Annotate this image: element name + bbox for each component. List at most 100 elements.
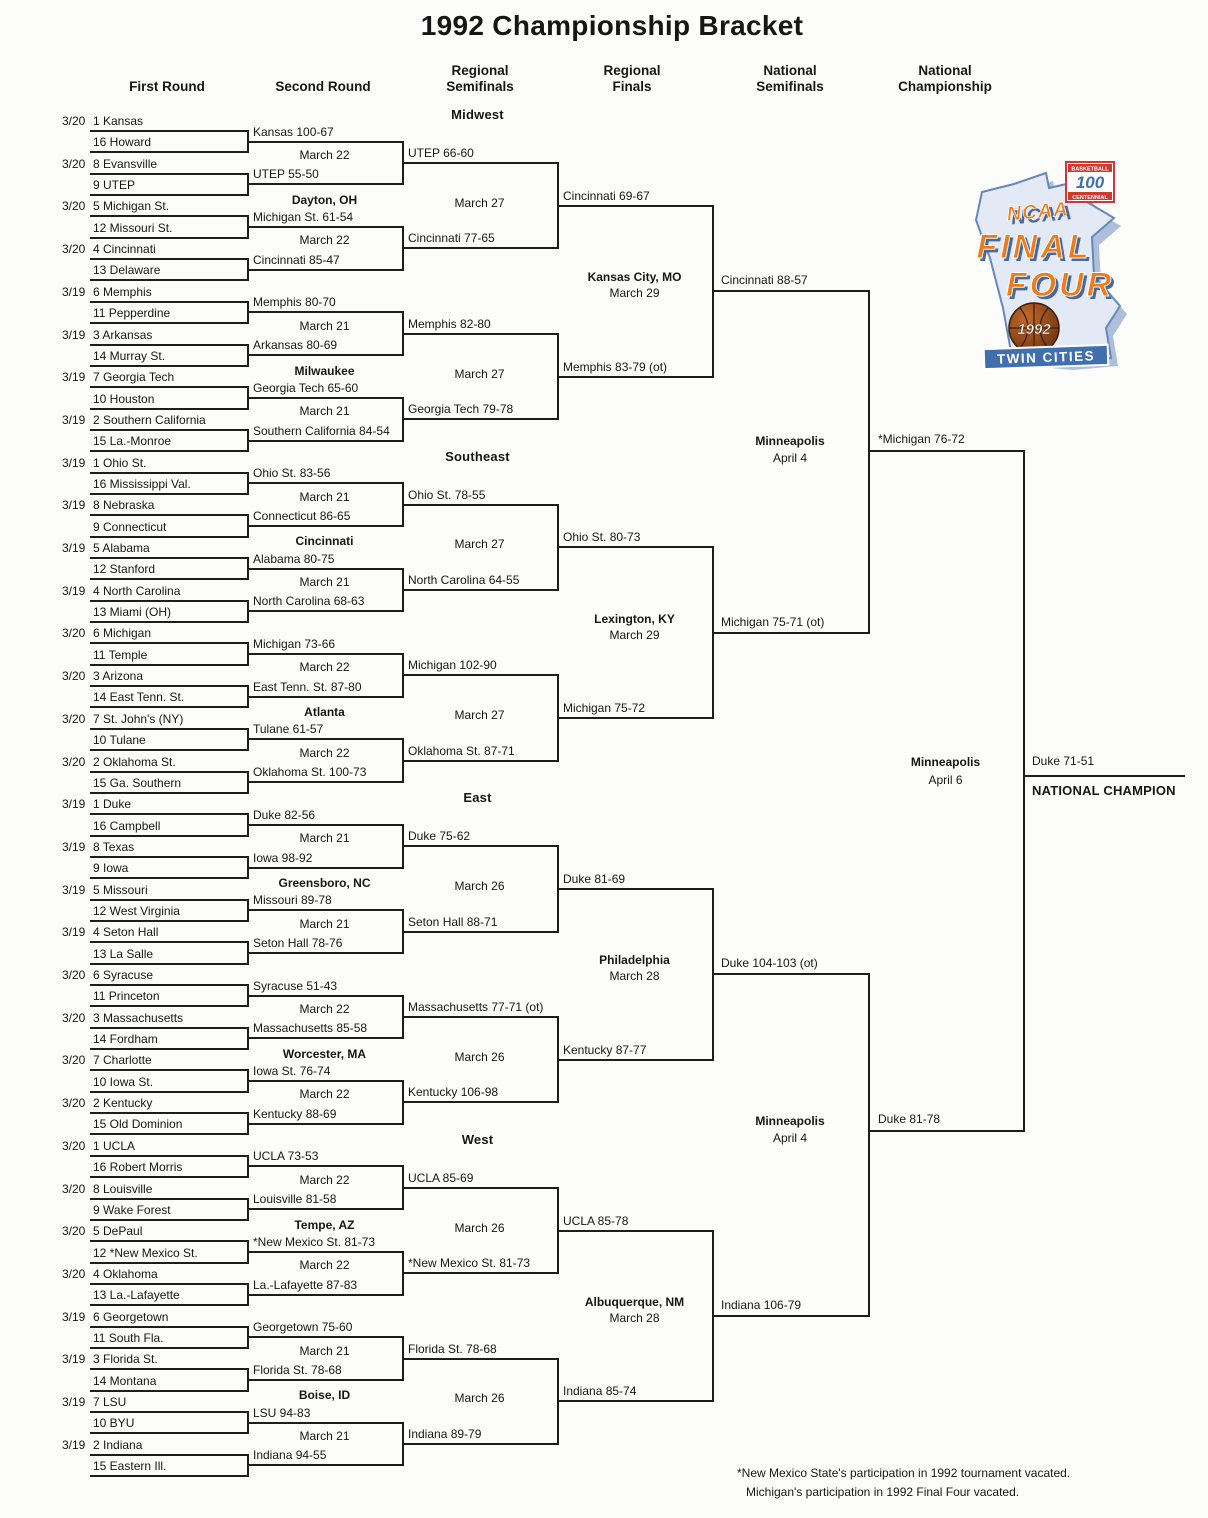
round1-result: Alabama 80-75 <box>253 551 335 566</box>
team-line <box>90 172 247 175</box>
team-label: 7 Charlotte <box>93 1053 152 1068</box>
game-date-label: 3/19 <box>62 882 86 897</box>
team-label: 9 Wake Forest <box>93 1202 171 1217</box>
team-label: 10 Iowa St. <box>93 1074 154 1089</box>
round2-result: Kentucky 106-98 <box>408 1085 499 1100</box>
team-label: 1 Kansas <box>93 114 144 128</box>
team-line <box>90 1368 247 1371</box>
game-date-label: 3/20 <box>62 1053 86 1068</box>
team-label: 15 Eastern Ill. <box>93 1459 167 1474</box>
semifinal-line <box>402 418 557 421</box>
team-label: 10 Houston <box>93 391 155 406</box>
round2-line <box>247 1336 402 1339</box>
semifinal-result: Duke 81-69 <box>563 871 626 886</box>
round2-line <box>247 1208 402 1211</box>
team-line <box>90 236 247 239</box>
semifinal-line <box>402 332 557 335</box>
team-line <box>90 813 247 816</box>
centennial-badge: BASKETBALL 100 CENTENNIAL <box>1065 161 1115 203</box>
round2-line <box>247 354 402 357</box>
page-title: 1992 Championship Bracket <box>420 10 804 41</box>
round1-result: Louisville 81-58 <box>253 1192 337 1207</box>
semifinal-line <box>402 1357 557 1360</box>
round2-line <box>247 140 402 143</box>
round2-line <box>247 781 402 784</box>
semifinal-line <box>402 503 557 506</box>
team-label: 14 Murray St. <box>93 348 166 363</box>
team-line <box>90 407 247 410</box>
semifinal-line <box>402 589 557 592</box>
round1-result: Oklahoma St. 100-73 <box>253 765 367 780</box>
national-semifinal-result: *Michigan 76-72 <box>878 432 965 446</box>
game-date-label: 3/20 <box>62 1138 86 1153</box>
regional-final-line <box>557 887 712 890</box>
game-date-label: 3/20 <box>62 1096 86 1111</box>
team-label: 10 Tulane <box>93 733 146 748</box>
semifinal-date: March 27 <box>454 366 505 381</box>
game-date-label: 3/19 <box>62 1395 86 1409</box>
semifinal-line <box>402 1272 557 1275</box>
round1-result: Indiana 94-55 <box>253 1448 327 1463</box>
team-line <box>90 1432 247 1435</box>
team-line <box>90 685 247 688</box>
semifinal-result: Cincinnati 69-67 <box>563 188 650 203</box>
round2-date: March 22 <box>299 1002 350 1017</box>
logo-year: 1992 <box>1017 321 1051 338</box>
team-line <box>90 1325 247 1328</box>
national-semifinal-line <box>868 450 1023 452</box>
round2-date: March 21 <box>299 831 350 846</box>
game-date-label: 3/19 <box>62 498 86 513</box>
team-line <box>90 258 247 261</box>
basketball-icon: 1992 <box>1008 302 1060 354</box>
team-label: 5 Alabama <box>93 541 150 555</box>
semifinal-result: Kentucky 87-77 <box>563 1042 647 1057</box>
semifinal-line <box>402 759 557 762</box>
banner-label: TWIN CITIES <box>997 348 1096 366</box>
column-header-1: Second Round <box>275 79 371 94</box>
team-label: 2 Indiana <box>93 1437 143 1452</box>
team-label: 1 Ohio St. <box>93 455 147 470</box>
round2-line <box>247 866 402 869</box>
team-label: 3 Arizona <box>93 669 144 684</box>
first-round-site: Boise, ID <box>298 1388 351 1403</box>
badge-top-label: BASKETBALL <box>1071 167 1109 173</box>
team-label: 15 La.-Monroe <box>93 434 172 449</box>
team-label: 4 North Carolina <box>93 583 181 598</box>
round2-date: March 21 <box>299 916 350 931</box>
team-line <box>90 194 247 197</box>
championship-line <box>1023 775 1185 777</box>
twin-cities-banner: TWIN CITIES <box>982 343 1110 370</box>
first-round-site: Atlanta <box>304 705 345 720</box>
round1-result: Missouri 89-78 <box>253 893 332 908</box>
championship-result: Duke 71-51 <box>1032 754 1095 768</box>
regional-final-date: March 29 <box>609 286 660 301</box>
round1-result: Arkansas 80-69 <box>253 338 338 353</box>
team-line <box>90 834 247 837</box>
round2-line <box>247 1165 402 1168</box>
team-label: 1 Duke <box>93 797 132 812</box>
round1-result: LSU 94-83 <box>253 1405 311 1420</box>
team-label: 8 Texas <box>93 839 135 854</box>
round1-result: Syracuse 51-43 <box>253 978 338 993</box>
team-line <box>90 1389 247 1392</box>
round2-result: Michigan 102-90 <box>408 658 497 673</box>
round2-line <box>247 695 402 698</box>
team-line <box>90 877 247 880</box>
regional-final-line <box>557 204 712 207</box>
round2-line <box>247 524 402 527</box>
team-label: 13 La.-Lafayette <box>93 1288 180 1303</box>
round2-date: March 22 <box>299 1172 350 1187</box>
round2-date: March 21 <box>299 489 350 504</box>
round1-result: Massachusetts 85-58 <box>253 1021 368 1036</box>
championship-city: Minneapolis <box>910 755 981 769</box>
regional-champion-line <box>712 1314 868 1317</box>
round1-result: Iowa St. 76-74 <box>253 1064 331 1079</box>
round2-line <box>247 1464 402 1467</box>
first-round-site: Greensboro, NC <box>278 875 371 890</box>
game-date-label: 3/20 <box>62 1224 86 1239</box>
semifinal-result: Michigan 75-72 <box>563 701 646 716</box>
team-line <box>90 279 247 282</box>
game-date-label: 3/19 <box>62 412 86 427</box>
round2-result: Duke 75-62 <box>408 829 471 844</box>
semifinal-line <box>402 1101 557 1104</box>
